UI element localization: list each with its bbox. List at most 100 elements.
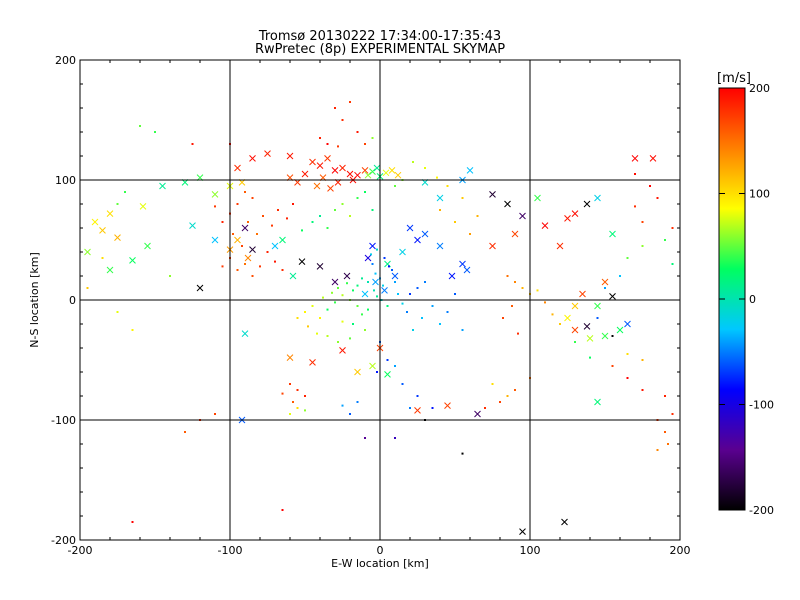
data-point-cross xyxy=(369,168,376,175)
colorbar-ticks: -200 -100 0 100 200 xyxy=(719,82,774,517)
data-point-cross xyxy=(519,212,526,220)
data-point-dot xyxy=(356,197,359,199)
data-point-dot xyxy=(346,282,348,285)
data-point-dot xyxy=(214,205,216,208)
data-point-cross xyxy=(129,257,136,264)
data-point-cross xyxy=(384,371,391,378)
data-point-dot xyxy=(409,407,411,409)
data-point-cross xyxy=(301,170,309,178)
data-point-dot xyxy=(499,401,501,403)
data-point-dot xyxy=(364,329,366,331)
data-point-cross xyxy=(364,171,372,179)
y-axis-label: N-S location [km] xyxy=(28,252,41,348)
data-point-dot xyxy=(304,395,306,397)
data-point-cross xyxy=(196,284,204,292)
data-point-dot xyxy=(491,383,494,385)
data-point-dot xyxy=(386,305,389,307)
data-point-cross xyxy=(144,242,151,250)
data-point-cross xyxy=(594,302,601,310)
data-point-cross xyxy=(399,248,406,256)
data-point-dot xyxy=(374,272,377,275)
data-point-cross xyxy=(309,359,316,366)
data-point-dot xyxy=(431,407,434,409)
data-point-dot xyxy=(386,359,389,361)
data-point-dot xyxy=(484,407,486,409)
data-point-dot xyxy=(296,389,299,391)
data-point-dot xyxy=(356,305,359,307)
data-point-dot xyxy=(286,217,288,220)
data-point-dot xyxy=(101,257,104,259)
data-point-dot xyxy=(439,209,441,211)
data-point-dot xyxy=(116,311,119,313)
data-point-cross xyxy=(369,242,376,250)
data-point-cross xyxy=(504,200,511,208)
data-point-cross xyxy=(234,236,241,244)
data-point-cross xyxy=(264,150,271,157)
y-tick-label: -200 xyxy=(51,534,76,547)
x-tick-label: 0 xyxy=(377,544,384,557)
data-point-dot xyxy=(292,401,294,403)
data-point-dot xyxy=(412,161,414,163)
data-point-dot xyxy=(191,143,194,145)
data-point-cross xyxy=(361,290,369,298)
data-point-dot xyxy=(656,197,659,199)
data-point-cross xyxy=(448,272,456,280)
x-tick-label: 100 xyxy=(520,544,541,557)
data-point-cross xyxy=(211,191,219,198)
data-point-dot xyxy=(292,203,294,205)
data-point-dot xyxy=(454,221,456,223)
data-point-dot xyxy=(394,185,396,187)
data-point-dot xyxy=(388,265,390,268)
data-point-dot xyxy=(409,293,411,295)
data-point-dot xyxy=(371,137,374,139)
data-point-cross xyxy=(601,332,609,340)
data-point-dot xyxy=(334,209,336,211)
colorbar-tick-label: -100 xyxy=(749,399,774,412)
data-point-dot xyxy=(382,284,384,287)
data-point-dot xyxy=(244,263,246,265)
data-point-cross xyxy=(571,302,579,310)
colorbar-label: [m/s] xyxy=(717,71,751,86)
data-point-dot xyxy=(326,335,329,337)
data-point-cross xyxy=(541,222,549,229)
data-point-dot xyxy=(349,413,351,415)
chart-title: Tromsø 20130222 17:34:00-17:35:43 xyxy=(258,29,501,44)
data-point-dot xyxy=(319,215,321,217)
data-point-dot xyxy=(251,275,254,277)
data-point-dot xyxy=(370,253,372,256)
data-point-cross xyxy=(609,293,616,300)
data-point-dot xyxy=(281,509,284,511)
data-point-dot xyxy=(551,313,554,316)
data-point-dot xyxy=(383,257,386,259)
data-point-dot xyxy=(589,356,591,359)
data-point-cross xyxy=(91,218,99,226)
data-point-dot xyxy=(416,395,419,397)
colorbar-tick-label: 100 xyxy=(749,188,770,201)
data-point-cross xyxy=(244,254,252,262)
data-point-cross xyxy=(391,272,399,280)
data-point-dot xyxy=(184,431,186,433)
data-point-cross xyxy=(534,194,541,202)
data-point-dot xyxy=(641,221,644,223)
data-point-dot xyxy=(626,353,629,355)
data-point-cross xyxy=(106,266,114,274)
data-point-cross xyxy=(561,518,568,526)
data-point-dot xyxy=(406,311,408,313)
data-point-cross xyxy=(436,242,444,250)
data-point-cross xyxy=(373,164,381,172)
data-point-cross xyxy=(271,242,279,250)
data-point-dot xyxy=(391,269,393,271)
data-point-cross xyxy=(286,152,294,160)
data-point-cross xyxy=(382,169,390,177)
data-point-dot xyxy=(656,449,659,451)
data-point-dot xyxy=(521,287,524,289)
data-point-dot xyxy=(469,233,471,235)
y-tick-label: 0 xyxy=(69,294,76,307)
data-point-dot xyxy=(634,205,636,208)
data-point-dot xyxy=(424,167,426,169)
data-point-cross xyxy=(316,263,324,270)
data-point-cross xyxy=(369,362,376,370)
data-point-cross xyxy=(286,354,294,361)
data-point-dot xyxy=(271,224,273,227)
data-point-dot xyxy=(356,131,359,133)
